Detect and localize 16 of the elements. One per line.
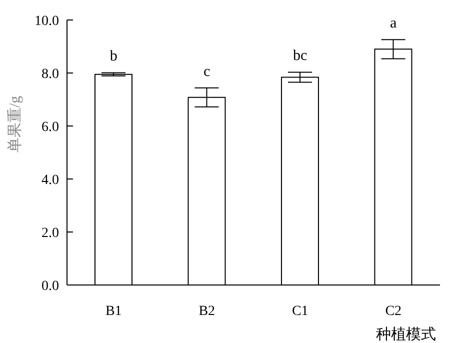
annotation: bc — [293, 48, 308, 64]
y-tick-label: 8.0 — [42, 66, 59, 82]
y-tick-label: 4.0 — [42, 172, 59, 188]
annotation: c — [204, 64, 211, 80]
x-tick-label: C2 — [385, 304, 402, 319]
y-tick-label: 2.0 — [42, 226, 59, 241]
x-tick-label: B1 — [105, 304, 122, 319]
y-axis-title: 单果重/g — [6, 95, 24, 152]
x-tick-label: B2 — [198, 304, 216, 319]
y-tick-label: 6.0 — [42, 120, 59, 135]
x-axis-title: 种植模式 — [376, 326, 436, 343]
x-tick-label: C1 — [292, 304, 308, 319]
y-tick-label: 0.0 — [42, 278, 59, 294]
y-tick-label: 10.0 — [34, 14, 59, 29]
annotation: a — [390, 16, 398, 32]
annotation: b — [110, 48, 118, 65]
